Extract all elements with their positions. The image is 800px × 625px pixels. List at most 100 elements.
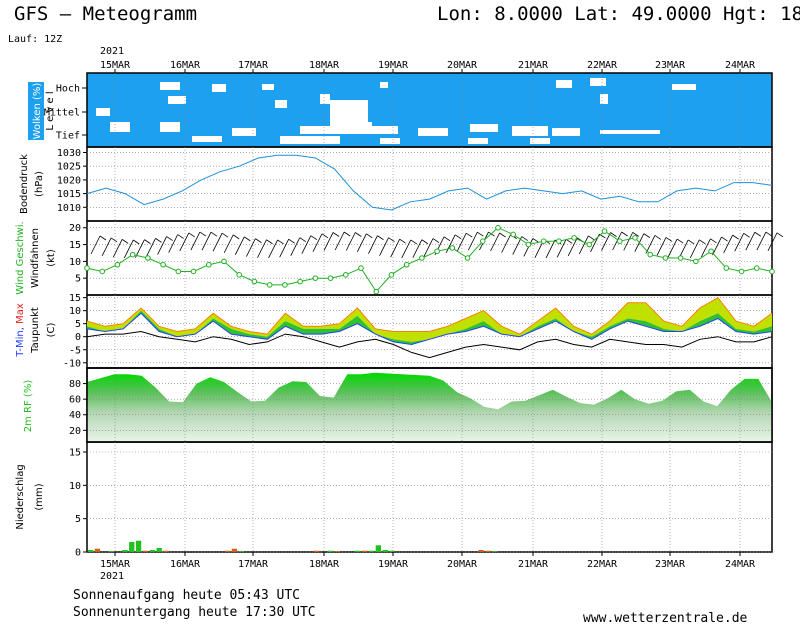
wind-speed-point [510, 231, 517, 238]
cloud-gap [160, 82, 180, 90]
wind-barb-flag [443, 236, 451, 242]
y-tick-label: 1010 [57, 203, 81, 214]
wind-speed-point [769, 268, 775, 275]
cloud-gap [300, 126, 350, 134]
cloud-level-label: Mittel [44, 108, 80, 119]
cloud-gap [192, 136, 222, 142]
wind-barb-staff [157, 236, 167, 255]
day-label-top: 21MAR [518, 60, 549, 71]
precipitation-bar [334, 551, 340, 552]
wind-barb-staff [323, 232, 334, 251]
wind-barb-flag [410, 239, 417, 245]
wind-speed-line [86, 227, 773, 293]
wind-barb-flag [665, 237, 673, 242]
day-label-top: 20MAR [447, 60, 478, 71]
wind-barb-flag [687, 239, 695, 245]
wind-barb-staff [146, 238, 156, 257]
precipitation-bar [231, 548, 238, 552]
wind-speed-point [175, 268, 182, 275]
wind-barb-staff [190, 231, 201, 251]
precipitation-bar [122, 550, 128, 552]
wind-barb [135, 239, 151, 258]
wind-barb [501, 234, 517, 253]
y-tick-label: 5 [75, 514, 81, 525]
wind-barb [301, 235, 318, 254]
year-bottom: 2021 [100, 571, 124, 582]
wind-speed-point [419, 255, 425, 261]
day-label-bottom: 24MAR [725, 559, 756, 570]
precipitation-panel: 0 5 10 15 Niederschlag (mm) [15, 441, 773, 559]
precipitation-bar [327, 550, 334, 552]
dewpoint-axis-label: Taupunkt [30, 307, 41, 354]
wind-barb-flag [466, 232, 473, 238]
wind-barb-staff [645, 235, 656, 254]
y-tick-label: 60 [69, 395, 81, 406]
wind-speed-point [753, 265, 760, 271]
wind-barb-flag [199, 231, 207, 237]
cloud-gap [280, 136, 340, 144]
cloud-gap [168, 96, 186, 104]
wind-speed-point [342, 272, 349, 278]
wind-barb-flag [621, 231, 628, 237]
wind-barb-flag [632, 232, 639, 237]
wind-barb [767, 232, 784, 252]
wind-barb [312, 233, 329, 253]
precipitation-bar [163, 550, 169, 552]
y-tick-label: -5 [69, 345, 81, 356]
wind-barb-staff [745, 232, 756, 251]
wind-speed-point [540, 238, 547, 244]
temperature-panel: -10 -5 0 5 10 15 T-Min, Max Taupunkt (C) [15, 293, 773, 369]
wind-barb-staff [135, 239, 145, 258]
wind-barb [645, 235, 662, 254]
y-tick-label: 1020 [57, 175, 81, 186]
precipitation-frame [86, 441, 773, 553]
wind-barb-staff [423, 238, 434, 257]
day-label-top: 17MAR [238, 60, 269, 71]
wind-barb-staff [90, 235, 101, 255]
wind-barb-flag [244, 236, 251, 242]
wind-barb-flag [499, 232, 506, 238]
precipitation-bar [355, 550, 361, 552]
wind-barb-flag [765, 231, 773, 237]
day-label-bottom: 17MAR [238, 559, 269, 570]
pressure-frame [86, 146, 773, 222]
cloud-gap [530, 138, 550, 144]
pressure-panel: 1010 1015 1020 1025 1030 Bodendruck (hPa) [19, 146, 773, 222]
cloud-label-box [28, 82, 44, 140]
wind-barb [689, 239, 706, 259]
cloud-gap [600, 130, 660, 134]
source-text: www.wetterzentrale.de [583, 611, 748, 625]
precipitation-bar [94, 548, 101, 552]
y-tick-label: 15 [69, 240, 81, 251]
wind-barb-staff [223, 234, 234, 254]
wind-speed-point [282, 282, 288, 288]
wind-barb [601, 232, 617, 251]
temperature-max-line [86, 296, 773, 335]
day-label-top: 16MAR [170, 60, 201, 71]
day-label-bottom: 23MAR [655, 559, 686, 570]
day-label-bottom: 19MAR [378, 559, 409, 570]
wind-barb-staff [756, 231, 767, 251]
wind-barb [712, 236, 728, 256]
sunrise-text: Sonnenaufgang heute 05:43 UTC [73, 588, 300, 603]
wind-barb-staff [101, 237, 112, 257]
wind-speed-point [358, 265, 364, 271]
wind-barb [279, 238, 295, 258]
wind-barb [290, 237, 306, 256]
dewpoint-line [86, 330, 773, 359]
precipitation-bar [149, 550, 155, 552]
wind-barb-staff [567, 237, 578, 257]
wind-unit-label: (kt) [46, 249, 57, 267]
wind-barb-flag [210, 231, 218, 237]
wind-barb-staff [123, 239, 134, 259]
wind-barb [90, 235, 107, 255]
wind-barb [390, 238, 406, 258]
wind-barb-flag [277, 239, 284, 245]
cloud-gap [320, 94, 330, 104]
precipitation-bar [225, 550, 231, 552]
cloud-gap [380, 138, 400, 144]
precipitation-bar [156, 548, 162, 552]
day-label-top: 24MAR [725, 60, 756, 71]
precipitation-bar [129, 542, 135, 552]
day-label-top: 15MAR [100, 60, 131, 71]
